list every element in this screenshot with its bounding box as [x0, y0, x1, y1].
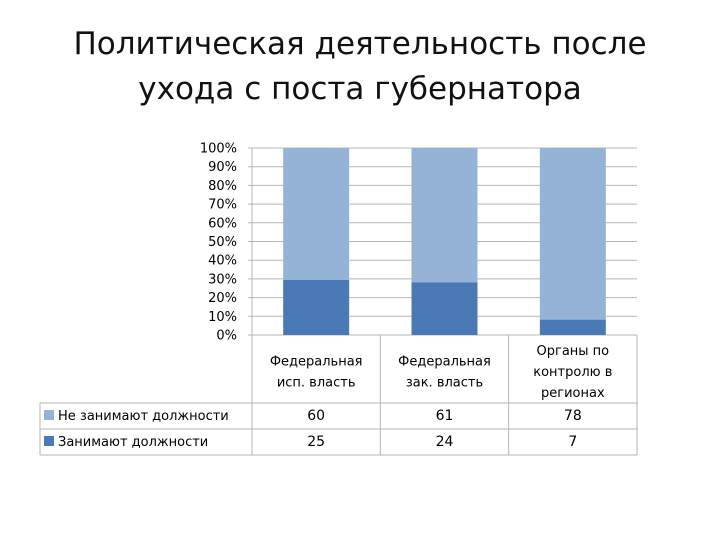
category-label: зак. власть [406, 376, 483, 391]
bar-segment [283, 280, 350, 335]
bar-segment [411, 282, 478, 335]
y-tick-label: 20% [208, 291, 237, 306]
legend-label: Занимают должности [58, 435, 208, 450]
data-table-value: 78 [564, 408, 582, 424]
data-table-value: 25 [307, 434, 325, 450]
y-tick-label: 60% [208, 216, 237, 231]
legend-swatch [44, 436, 54, 446]
category-label: контролю в [533, 365, 612, 380]
legend-swatch [44, 410, 54, 420]
legend-label: Не занимают должности [58, 409, 229, 424]
chart-title: Политическая деятельность после ухода с … [0, 22, 720, 112]
category-label: Федеральная [270, 355, 363, 370]
y-tick-label: 10% [208, 310, 237, 325]
data-table-value: 7 [568, 434, 577, 450]
category-label: регионах [541, 386, 605, 401]
category-label: исп. власть [277, 376, 356, 391]
bar-segment [283, 148, 350, 280]
data-table-value: 60 [307, 408, 325, 424]
bar-segment [539, 319, 606, 335]
data-table-value: 61 [436, 408, 454, 424]
y-tick-label: 80% [208, 179, 237, 194]
y-tick-label: 0% [216, 329, 237, 344]
bar-segment [539, 148, 606, 320]
y-tick-label: 30% [208, 272, 237, 287]
category-label: Органы по [537, 344, 610, 359]
y-tick-label: 100% [200, 142, 237, 157]
y-tick-label: 50% [208, 235, 237, 250]
bar-segment [411, 148, 478, 283]
y-tick-label: 40% [208, 254, 237, 269]
category-label: Федеральная [398, 355, 491, 370]
y-tick-label: 90% [208, 160, 237, 175]
y-tick-label: 70% [208, 198, 237, 213]
chart-title-line-1: Политическая деятельность после [73, 26, 647, 62]
data-table-value: 24 [436, 434, 454, 450]
chart-title-line-2: ухода с поста губернатора [138, 71, 582, 107]
